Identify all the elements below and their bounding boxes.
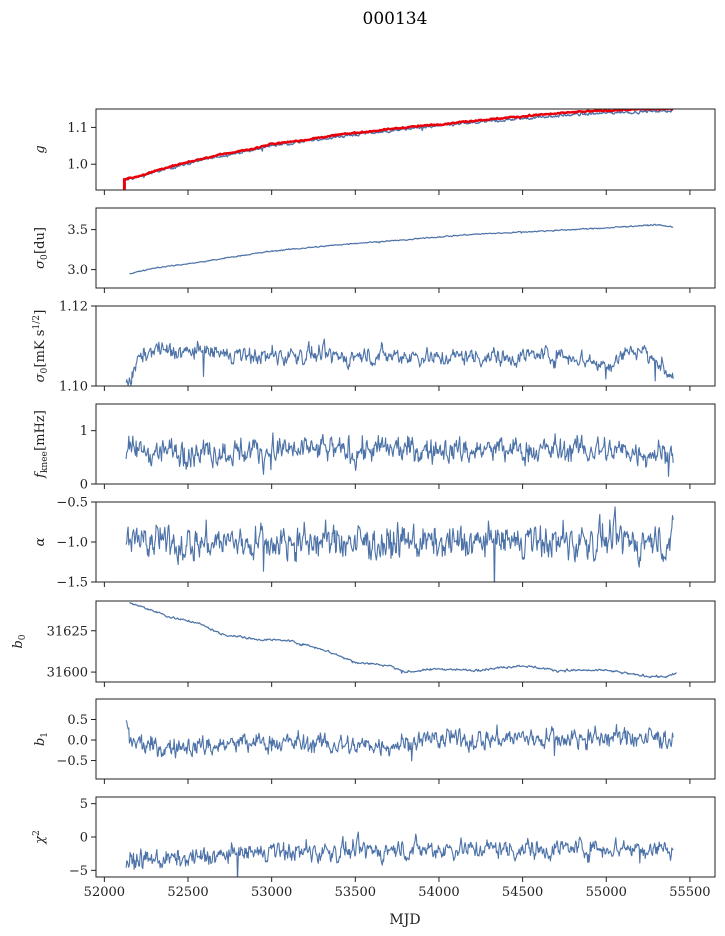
panel-7: −0.5 0.0 0.5 b1 [33, 698, 716, 784]
series-line [125, 831, 674, 877]
x-tick-label: 52500 [167, 885, 208, 900]
figure-title: 000134 [363, 9, 428, 29]
series-line [129, 602, 677, 679]
panel-2: 3.0 3.5 σ0 [du] [33, 207, 716, 293]
x-tick-label: 53000 [251, 885, 292, 900]
panel-3: 1.10 1.12 σ0 [mK s1/2 ] [32, 300, 716, 395]
y-axis-label: α [33, 537, 48, 546]
y-tick-label: 1 [80, 424, 88, 439]
y-tick-label: 1.10 [59, 380, 88, 395]
y-axis-label: b1 [33, 732, 50, 746]
y-tick-label: 5 [80, 797, 88, 812]
y-axis-label: σ0 [du] [33, 227, 50, 269]
y-tick-label: 0 [80, 831, 88, 846]
x-tick-label: 54500 [502, 885, 543, 900]
series-line [125, 720, 674, 762]
panel-frame [95, 305, 716, 387]
panel-frame [95, 698, 716, 780]
y-axis-label: σ0 [mK s1/2 ] [32, 310, 50, 383]
y-tick-label: 0.5 [67, 713, 88, 728]
series-line [125, 506, 674, 582]
y-tick-label: 3.5 [67, 223, 88, 238]
panel-frame [95, 108, 716, 191]
y-tick-label: −1.0 [56, 536, 88, 551]
x-axis-label: MJD [389, 912, 420, 928]
panel-5: −1.5 −1.0 −0.5 α [33, 496, 716, 591]
y-tick-label: −1.5 [56, 576, 88, 591]
panel-frame [95, 796, 716, 878]
x-tick-label: 55500 [669, 885, 710, 900]
series-line [125, 432, 674, 477]
series-line [129, 223, 674, 275]
panel-frame [95, 207, 716, 289]
y-tick-label: 1.12 [59, 300, 88, 315]
series-line [123, 109, 674, 181]
y-axis-label: b0 [11, 634, 28, 648]
panels: 1.0 1.1 g 3.0 3.5 σ0 [du] 1.10 1.12 σ0 [mK s1/2 … [11, 108, 716, 900]
panel-frame [95, 600, 716, 683]
y-tick-label: 1.1 [67, 121, 88, 136]
x-tick-label: 53500 [335, 885, 376, 900]
y-tick-label: 0.0 [67, 734, 88, 749]
x-tick-label: 54000 [418, 885, 459, 900]
y-tick-label: 0 [80, 478, 88, 493]
series-line [125, 338, 674, 386]
y-tick-label: −0.5 [56, 754, 88, 769]
y-tick-label: 3.0 [67, 263, 88, 278]
panel-1: 1.0 1.1 g [33, 108, 716, 195]
panel-4: 0 1 fknee [mHz] [33, 403, 716, 493]
y-tick-label: 31600 [47, 666, 88, 681]
y-axis-label: χ2 [32, 830, 48, 845]
panel-frame [95, 403, 716, 485]
x-tick-label: 55000 [586, 885, 627, 900]
series-line [124, 109, 674, 181]
panel-8: −5 0 5 52000 52500 53000 53500 54000 54500 55000 5… [32, 796, 716, 900]
y-tick-label: 1.0 [67, 158, 88, 173]
y-axis-label: g [33, 145, 48, 153]
y-axis-label: fknee [mHz] [33, 410, 50, 479]
y-tick-label: −5 [69, 864, 88, 879]
y-tick-label: −0.5 [56, 496, 88, 511]
panel-6: 31600 31625 b0 [11, 600, 716, 687]
y-tick-label: 31625 [47, 624, 88, 639]
x-tick-label: 52000 [84, 885, 125, 900]
